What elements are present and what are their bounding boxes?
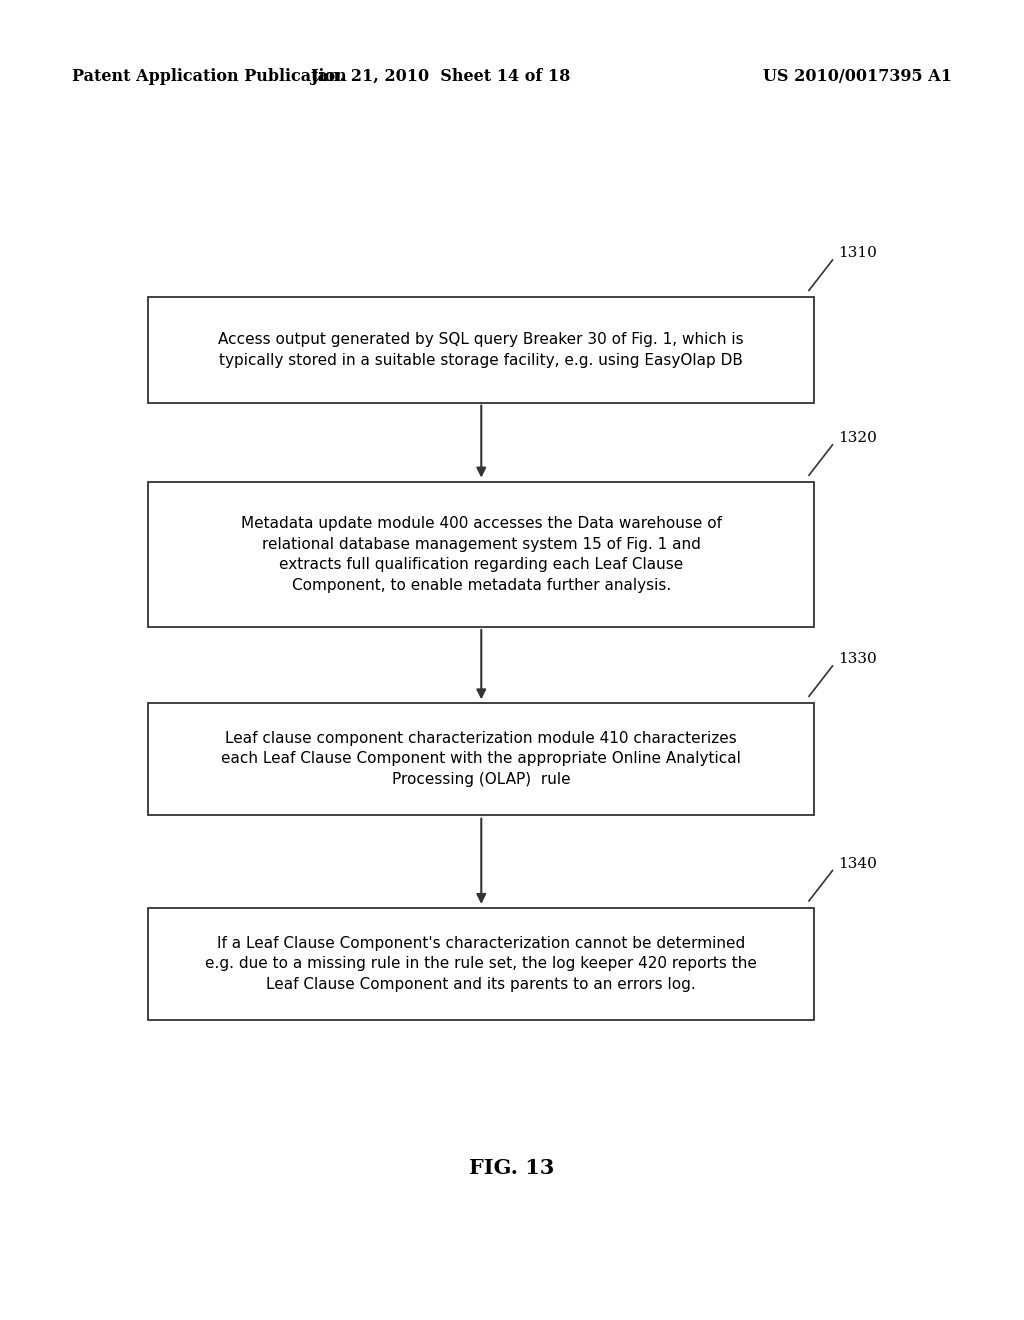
Text: 1310: 1310 bbox=[838, 246, 877, 260]
Text: 1340: 1340 bbox=[838, 857, 877, 871]
Text: If a Leaf Clause Component's characterization cannot be determined
e.g. due to a: If a Leaf Clause Component's characteriz… bbox=[206, 936, 757, 991]
Text: Jan. 21, 2010  Sheet 14 of 18: Jan. 21, 2010 Sheet 14 of 18 bbox=[310, 69, 570, 84]
Text: Patent Application Publication: Patent Application Publication bbox=[72, 69, 346, 84]
Text: US 2010/0017395 A1: US 2010/0017395 A1 bbox=[763, 69, 952, 84]
Text: 1330: 1330 bbox=[838, 652, 877, 667]
Bar bbox=[148, 702, 814, 814]
Text: FIG. 13: FIG. 13 bbox=[469, 1158, 555, 1179]
Bar bbox=[148, 908, 814, 1019]
Bar bbox=[148, 482, 814, 627]
Text: 1320: 1320 bbox=[838, 430, 877, 445]
Bar bbox=[148, 297, 814, 403]
Text: Metadata update module 400 accesses the Data warehouse of
relational database ma: Metadata update module 400 accesses the … bbox=[241, 516, 722, 593]
Text: Leaf clause component characterization module 410 characterizes
each Leaf Clause: Leaf clause component characterization m… bbox=[221, 731, 741, 787]
Text: Access output generated by SQL query Breaker 30 of Fig. 1, which is
typically st: Access output generated by SQL query Bre… bbox=[218, 333, 744, 367]
